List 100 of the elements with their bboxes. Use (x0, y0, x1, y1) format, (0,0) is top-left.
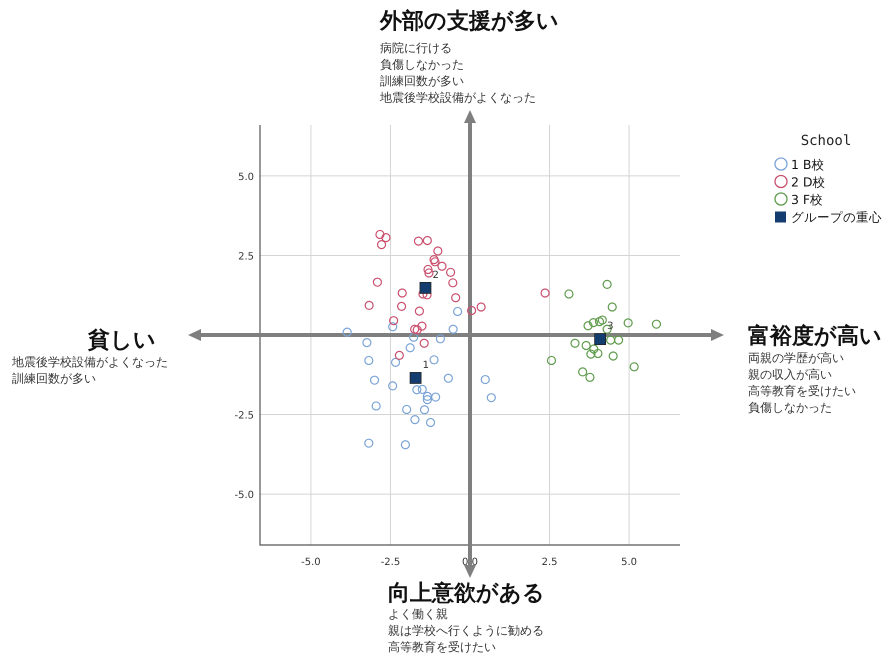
point (372, 278, 382, 287)
y-tick-label: -5.0 (234, 490, 254, 502)
point (342, 328, 352, 337)
text: 負傷しなかった (380, 58, 464, 72)
x-tick-label: 2.5 (542, 557, 558, 568)
legend-label: 2 D校 (791, 174, 826, 190)
text: 両親の学歴が高い (748, 351, 844, 365)
legend-label: 3 F校 (791, 192, 824, 207)
point (418, 289, 428, 299)
text: 高等教育を受けたい (748, 384, 856, 398)
legend-label: 1 B校 (791, 157, 825, 172)
point (606, 335, 616, 345)
point (429, 355, 439, 364)
text: 地震後学校設備がよくなった (11, 355, 168, 369)
text: よく働く親 (388, 607, 448, 621)
text: 親は学校へ行くように勧める (388, 624, 544, 638)
text: 地震後学校設備がよくなった (379, 90, 536, 104)
text: 向上意欲がある (388, 581, 545, 606)
point (376, 240, 386, 250)
point (426, 418, 436, 428)
point (414, 306, 424, 316)
point (466, 306, 476, 316)
point (420, 405, 430, 414)
point (583, 321, 593, 330)
point (546, 356, 556, 366)
point (589, 344, 598, 354)
point (422, 394, 432, 404)
point (364, 438, 374, 448)
point (422, 392, 432, 402)
point (448, 278, 458, 288)
point (372, 401, 381, 411)
point (614, 335, 624, 345)
point (431, 392, 440, 402)
point (448, 324, 458, 334)
point (608, 302, 617, 312)
x-tick-label: -5.0 (301, 557, 321, 568)
point (417, 321, 427, 331)
y-tick-label: 2.5 (238, 251, 254, 262)
point (540, 288, 550, 298)
point (396, 302, 406, 311)
text: 貧しい (87, 328, 156, 353)
point (624, 318, 633, 328)
point (436, 334, 446, 344)
point (424, 268, 434, 278)
text: 外部の支援が多い (379, 8, 559, 34)
point (433, 246, 442, 256)
point (410, 372, 422, 384)
point (422, 236, 432, 246)
point (582, 340, 591, 350)
point (420, 338, 429, 348)
point (451, 293, 460, 302)
point (370, 376, 380, 385)
legend-label: グループの重心 (791, 210, 882, 224)
text: 富裕度が高い (748, 323, 882, 349)
point (390, 358, 400, 367)
annotation: 2 (432, 270, 439, 281)
point (402, 404, 412, 414)
text: 負傷しなかった (748, 400, 832, 414)
text: 親の収入が高い (748, 368, 832, 382)
legend-title: School (800, 133, 852, 149)
point (418, 384, 427, 394)
text: 高等教育を受けたい (388, 640, 496, 654)
y-tick-label: 5.0 (238, 172, 254, 183)
text: 訓練回数が多い (380, 74, 464, 88)
point (364, 356, 374, 366)
point (586, 349, 596, 359)
point (410, 415, 420, 424)
point (400, 440, 410, 450)
point (412, 325, 422, 335)
point (410, 324, 420, 334)
point (430, 257, 440, 266)
point (381, 233, 391, 242)
point (388, 322, 398, 332)
point (608, 351, 618, 361)
point (630, 362, 639, 372)
point (444, 374, 453, 383)
point (593, 348, 603, 358)
point (414, 236, 424, 246)
point (585, 372, 595, 382)
point (423, 264, 433, 274)
point (389, 316, 398, 326)
point (452, 306, 462, 316)
text: 訓練回数が多い (12, 372, 96, 386)
point (398, 288, 407, 298)
point (446, 268, 456, 277)
point (429, 254, 439, 264)
point (375, 230, 385, 240)
y-tick-label: -2.5 (234, 410, 254, 422)
point (406, 343, 415, 352)
point (409, 332, 418, 342)
point (362, 338, 372, 348)
text: 病院に行ける (380, 41, 452, 55)
point (588, 318, 598, 328)
point (412, 385, 422, 394)
x-tick-label: 5.0 (621, 557, 638, 568)
point (420, 282, 432, 294)
point (598, 315, 607, 325)
point (476, 302, 486, 312)
x-tick-label: -2.5 (380, 557, 400, 568)
point (480, 374, 490, 384)
